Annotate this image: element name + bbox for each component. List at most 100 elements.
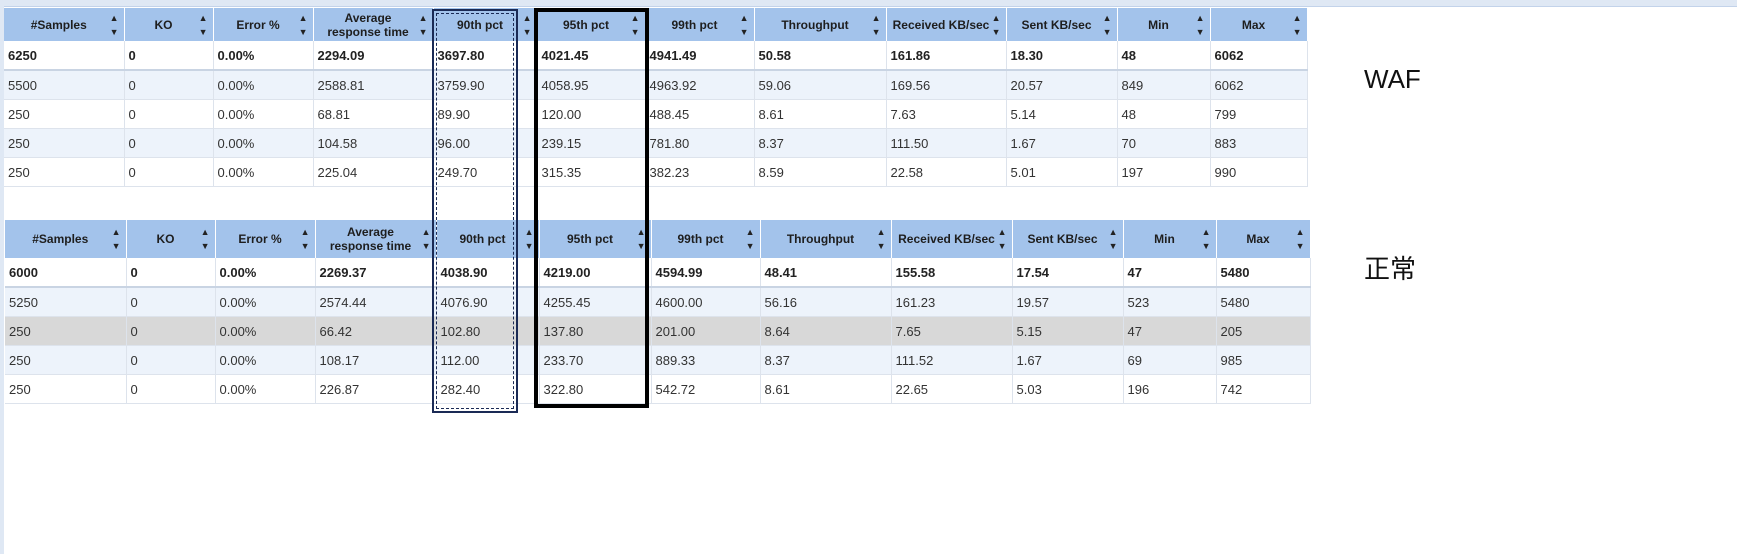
column-header-error[interactable]: Error % ▲ ▼ — [215, 220, 316, 258]
column-header-90th[interactable]: 90th pct ▲ ▼ — [436, 220, 540, 258]
table-cell: 8.61 — [760, 374, 892, 404]
table-cell: 96.00 — [433, 128, 538, 158]
table-cell: 990 — [1210, 157, 1308, 187]
table-cell: 70 — [1117, 128, 1211, 158]
table-cell: 0.00% — [213, 99, 314, 129]
column-header-samples[interactable]: #Samples ▲ ▼ — [5, 220, 127, 258]
column-header-99th[interactable]: 99th pct ▲ ▼ — [645, 8, 755, 41]
sort-icon: ▲ ▼ — [1292, 12, 1302, 37]
column-header-sent[interactable]: Sent KB/sec ▲ ▼ — [1012, 220, 1124, 258]
table-cell: 0.00% — [213, 128, 314, 158]
table-cell: 22.65 — [891, 374, 1013, 404]
sort-icon: ▲ ▼ — [871, 12, 881, 37]
table-cell: 2269.37 — [315, 258, 437, 288]
table-cell: 542.72 — [651, 374, 761, 404]
table-cell: 2294.09 — [313, 41, 434, 71]
table-cell: 2588.81 — [313, 70, 434, 100]
column-header-min[interactable]: Min ▲ ▼ — [1123, 220, 1217, 258]
column-header-99th[interactable]: 99th pct ▲ ▼ — [651, 220, 761, 258]
table-cell: 155.58 — [891, 258, 1013, 288]
table-cell: 322.80 — [539, 374, 652, 404]
table-cell: 0.00% — [213, 157, 314, 187]
highlight-box-90th — [432, 9, 518, 413]
table-cell: 197 — [1117, 157, 1211, 187]
sort-icon: ▲ ▼ — [111, 227, 121, 251]
column-header-95th[interactable]: 95th pct ▲ ▼ — [539, 220, 652, 258]
column-header-avg-response[interactable]: Average response time ▲ ▼ — [315, 220, 437, 258]
column-header-received[interactable]: Received KB/sec ▲ ▼ — [886, 8, 1007, 41]
table-cell: 4021.45 — [537, 41, 646, 71]
table-cell: 104.58 — [313, 128, 434, 158]
table-cell: 5250 — [5, 287, 127, 317]
table-cell: 5.01 — [1006, 157, 1118, 187]
sort-icon: ▲ ▼ — [636, 227, 646, 251]
column-header-max[interactable]: Max ▲ ▼ — [1216, 220, 1311, 258]
window-left-edge — [0, 6, 4, 554]
column-header-ko[interactable]: KO ▲ ▼ — [124, 8, 214, 41]
table-cell: 69 — [1123, 345, 1217, 375]
table-cell: 742 — [1216, 374, 1311, 404]
table-cell: 0 — [126, 316, 216, 346]
table-cell: 50.58 — [754, 41, 887, 71]
sort-icon: ▲ ▼ — [1295, 227, 1305, 251]
table-cell: 6250 — [4, 41, 125, 71]
table-cell: 120.00 — [537, 99, 646, 129]
column-header-throughput[interactable]: Throughput ▲ ▼ — [760, 220, 892, 258]
window-top-bar — [0, 0, 1737, 7]
table-cell: 239.15 — [537, 128, 646, 158]
table-cell: 48 — [1117, 99, 1211, 129]
normal-statistics-table: #Samples ▲ ▼ KO ▲ ▼ Error % ▲ ▼ Average respon… — [5, 220, 1311, 404]
table-cell: 48.41 — [760, 258, 892, 288]
sort-icon: ▲ ▼ — [298, 12, 308, 37]
table-cell: 4594.99 — [651, 258, 761, 288]
table-cell: 108.17 — [315, 345, 437, 375]
table-cell: 201.00 — [651, 316, 761, 346]
table-header-row: #Samples ▲ ▼ KO ▲ ▼ Error % ▲ ▼ Average respon… — [5, 220, 1311, 258]
sort-icon: ▲ ▼ — [997, 227, 1007, 251]
column-header-received[interactable]: Received KB/sec ▲ ▼ — [891, 220, 1013, 258]
table-cell: 112.00 — [436, 345, 540, 375]
table-cell: 0 — [124, 99, 214, 129]
column-header-throughput[interactable]: Throughput ▲ ▼ — [754, 8, 887, 41]
table-row: 250 0 0.00% 68.81 89.90 120.00 488.45 8.61 7.63 5… — [4, 99, 1308, 129]
column-header-90th[interactable]: 90th pct ▲ ▼ — [433, 8, 538, 41]
column-header-max[interactable]: Max ▲ ▼ — [1210, 8, 1308, 41]
sort-icon: ▲ ▼ — [991, 12, 1001, 37]
table-row: 5250 0 0.00% 2574.44 4076.90 4255.45 4600.00 56… — [5, 287, 1311, 317]
table-cell: 5.03 — [1012, 374, 1124, 404]
table-cell: 6062 — [1210, 70, 1308, 100]
sort-icon: ▲ ▼ — [876, 227, 886, 251]
table-cell: 4076.90 — [436, 287, 540, 317]
column-header-error[interactable]: Error % ▲ ▼ — [213, 8, 314, 41]
column-header-sent[interactable]: Sent KB/sec ▲ ▼ — [1006, 8, 1118, 41]
table-cell: 488.45 — [645, 99, 755, 129]
table-cell: 0 — [126, 258, 216, 288]
table-cell: 22.58 — [886, 157, 1007, 187]
column-header-min[interactable]: Min ▲ ▼ — [1117, 8, 1211, 41]
table-cell: 225.04 — [313, 157, 434, 187]
table-cell: 781.80 — [645, 128, 755, 158]
table-cell: 48 — [1117, 41, 1211, 71]
column-header-ko[interactable]: KO ▲ ▼ — [126, 220, 216, 258]
table-cell: 7.63 — [886, 99, 1007, 129]
table-cell: 0 — [126, 374, 216, 404]
table-cell: 4058.95 — [537, 70, 646, 100]
table-cell: 250 — [4, 128, 125, 158]
table-cell: 0.00% — [215, 287, 316, 317]
table-cell: 6062 — [1210, 41, 1308, 71]
column-header-samples[interactable]: #Samples ▲ ▼ — [4, 8, 125, 41]
sort-icon: ▲ ▼ — [739, 12, 749, 37]
table-cell: 0 — [124, 41, 214, 71]
sort-icon: ▲ ▼ — [522, 12, 532, 37]
normal-table-body: 6000 0 0.00% 2269.37 4038.90 4219.00 4594.99 48… — [5, 258, 1311, 404]
column-header-95th[interactable]: 95th pct ▲ ▼ — [537, 8, 646, 41]
sort-icon: ▲ ▼ — [200, 227, 210, 251]
column-header-avg-response[interactable]: Average response time ▲ ▼ — [313, 8, 434, 41]
table-cell: 111.52 — [891, 345, 1013, 375]
table-cell: 883 — [1210, 128, 1308, 158]
table-cell: 17.54 — [1012, 258, 1124, 288]
sort-icon: ▲ ▼ — [1195, 12, 1205, 37]
table-cell: 8.59 — [754, 157, 887, 187]
sort-icon: ▲ ▼ — [421, 227, 431, 251]
table-cell: 382.23 — [645, 157, 755, 187]
